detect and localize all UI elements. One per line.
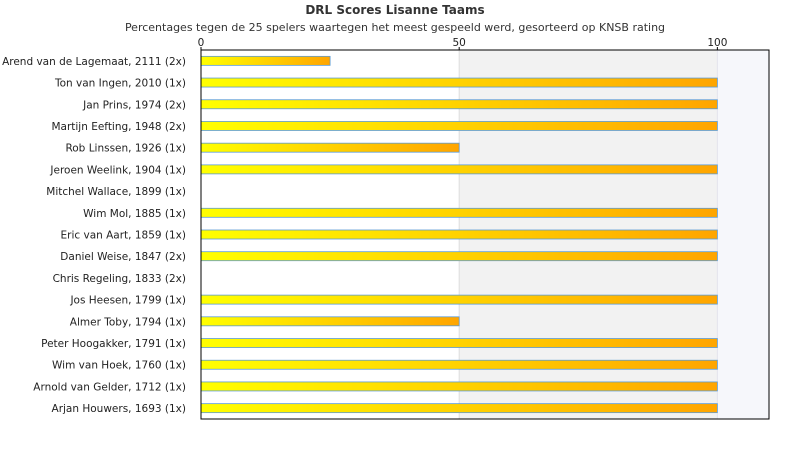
bar	[200, 77, 718, 88]
plot-frame	[200, 49, 770, 420]
category-label: Peter Hoogakker, 1791 (1x)	[41, 338, 186, 350]
category-label: Arnold van Gelder, 1712 (1x)	[33, 381, 186, 393]
category-label: Arjan Houwers, 1693 (1x)	[52, 403, 186, 415]
bar	[200, 99, 718, 110]
category-label: Ton van Ingen, 2010 (1x)	[54, 78, 186, 90]
bar	[200, 142, 460, 153]
bar	[200, 251, 718, 262]
category-label: Almer Toby, 1794 (1x)	[70, 316, 186, 328]
bar	[200, 229, 718, 240]
tick-label: 0	[198, 37, 205, 49]
category-label: Rob Linssen, 1926 (1x)	[65, 143, 186, 155]
chart-title: DRL Scores Lisanne Taams	[305, 3, 485, 17]
category-label: Martijn Eefting, 1948 (2x)	[51, 121, 186, 133]
bar	[200, 55, 331, 66]
band-100-110	[717, 50, 769, 419]
category-label: Chris Regeling, 1833 (2x)	[53, 273, 186, 285]
category-label: Jeroen Weelink, 1904 (1x)	[49, 164, 186, 176]
chart-subtitle: Percentages tegen de 25 spelers waartege…	[124, 21, 666, 34]
bar	[200, 381, 718, 392]
tick-label: 50	[452, 37, 465, 49]
category-label: Daniel Weise, 1847 (2x)	[60, 251, 186, 263]
category-label: Arend van de Lagemaat, 2111 (2x)	[2, 56, 186, 68]
category-label: Wim van Hoek, 1760 (1x)	[52, 360, 186, 372]
bar	[200, 359, 718, 370]
tick-label: 100	[707, 37, 727, 49]
category-label: Eric van Aart, 1859 (1x)	[61, 230, 187, 242]
bar	[200, 164, 718, 175]
bar	[200, 316, 460, 327]
category-label: Jos Heesen, 1799 (1x)	[69, 295, 186, 307]
bar	[200, 121, 718, 131]
category-label: Jan Prins, 1974 (2x)	[82, 99, 186, 111]
bar	[200, 338, 718, 348]
category-label: Wim Mol, 1885 (1x)	[83, 208, 186, 220]
bar	[200, 207, 718, 218]
category-label: Mitchel Wallace, 1899 (1x)	[46, 186, 186, 198]
bar	[200, 294, 718, 305]
bar	[200, 403, 718, 414]
